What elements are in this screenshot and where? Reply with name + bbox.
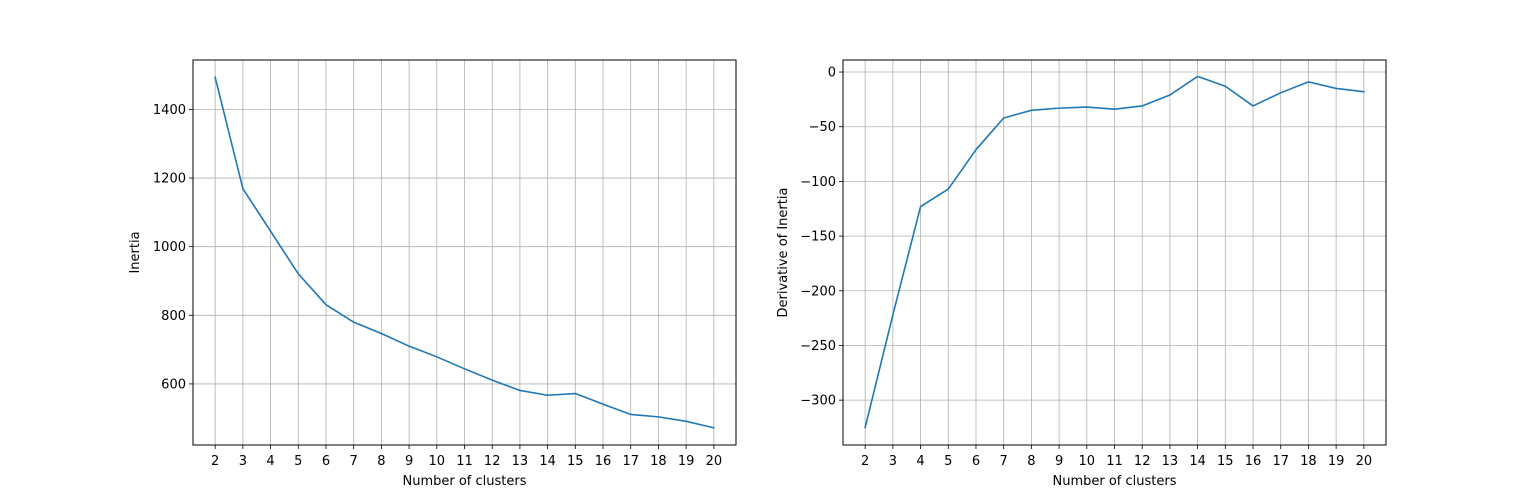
y-axis-label: Derivative of Inertia (776, 188, 791, 318)
x-tick-label: 6 (972, 454, 980, 469)
x-tick-label: 18 (650, 454, 667, 469)
x-tick-label: 14 (1189, 454, 1206, 469)
x-tick-label: 17 (1272, 454, 1289, 469)
y-ticks: −300 −250 −200 −150 −100 −50 0 (800, 66, 843, 409)
x-tick-label: 16 (595, 454, 612, 469)
y-tick-label: −200 (800, 284, 836, 299)
x-tick-label: 2 (861, 454, 869, 469)
y-tick-label: −100 (800, 175, 836, 190)
x-tick-label: 10 (429, 454, 446, 469)
x-tick-label: 9 (405, 454, 413, 469)
grid (843, 60, 1386, 445)
chart-1: 2 3 4 5 6 7 8 9 10 11 12 13 14 15 16 17 18 19 20 600 800 1000… (128, 59, 737, 489)
grid (193, 60, 736, 445)
x-tick-label: 4 (266, 454, 274, 469)
x-tick-label: 5 (944, 454, 952, 469)
series-line (864, 75, 1365, 429)
x-tick-label: 9 (1055, 454, 1063, 469)
y-tick-label: 800 (161, 309, 186, 324)
x-tick-label: 12 (1134, 454, 1151, 469)
y-tick-label: 1000 (153, 240, 186, 255)
y-tick-label: −250 (800, 339, 836, 354)
x-tick-label: 19 (678, 454, 695, 469)
series-line (214, 76, 715, 429)
x-tick-label: 7 (1000, 454, 1008, 469)
x-tick-label: 3 (239, 454, 247, 469)
x-tick-label: 13 (1162, 454, 1179, 469)
y-tick-label: 600 (161, 377, 186, 392)
x-tick-label: 12 (484, 454, 501, 469)
x-tick-label: 17 (622, 454, 639, 469)
x-tick-label: 8 (377, 454, 385, 469)
chart-2: 2 3 4 5 6 7 8 9 10 11 12 13 14 15 16 17 18 19 20 −300 −250 −2… (776, 59, 1387, 489)
x-tick-label: 11 (456, 454, 473, 469)
x-tick-label: 16 (1245, 454, 1262, 469)
x-tick-label: 19 (1328, 454, 1345, 469)
x-tick-label: 18 (1300, 454, 1317, 469)
x-tick-label: 4 (916, 454, 924, 469)
x-tick-label: 6 (322, 454, 330, 469)
x-tick-label: 14 (539, 454, 556, 469)
x-tick-label: 15 (1217, 454, 1234, 469)
x-tick-label: 8 (1027, 454, 1035, 469)
x-tick-label: 20 (1356, 454, 1373, 469)
y-tick-label: 0 (828, 66, 836, 81)
x-tick-label: 15 (567, 454, 584, 469)
y-tick-label: −50 (809, 120, 836, 135)
x-axis-label: Number of clusters (1052, 474, 1176, 489)
x-tick-label: 2 (211, 454, 219, 469)
y-tick-label: −300 (800, 394, 836, 409)
x-tick-label: 3 (889, 454, 897, 469)
y-tick-label: 1200 (153, 172, 186, 187)
x-ticks: 2 3 4 5 6 7 8 9 10 11 12 13 14 15 16 17 18 19 20 (211, 445, 722, 469)
x-tick-label: 5 (294, 454, 302, 469)
y-axis-label: Inertia (128, 231, 143, 273)
y-tick-label: −150 (800, 230, 836, 245)
x-ticks: 2 3 4 5 6 7 8 9 10 11 12 13 14 15 16 17 18 19 20 (861, 445, 1372, 469)
y-tick-label: 1400 (153, 103, 186, 118)
x-axis-label: Number of clusters (402, 474, 526, 489)
x-tick-label: 7 (350, 454, 358, 469)
x-tick-label: 10 (1079, 454, 1096, 469)
y-ticks: 600 800 1000 1200 1400 (153, 103, 193, 392)
x-tick-label: 20 (706, 454, 723, 469)
x-tick-label: 11 (1106, 454, 1123, 469)
x-tick-label: 13 (512, 454, 529, 469)
